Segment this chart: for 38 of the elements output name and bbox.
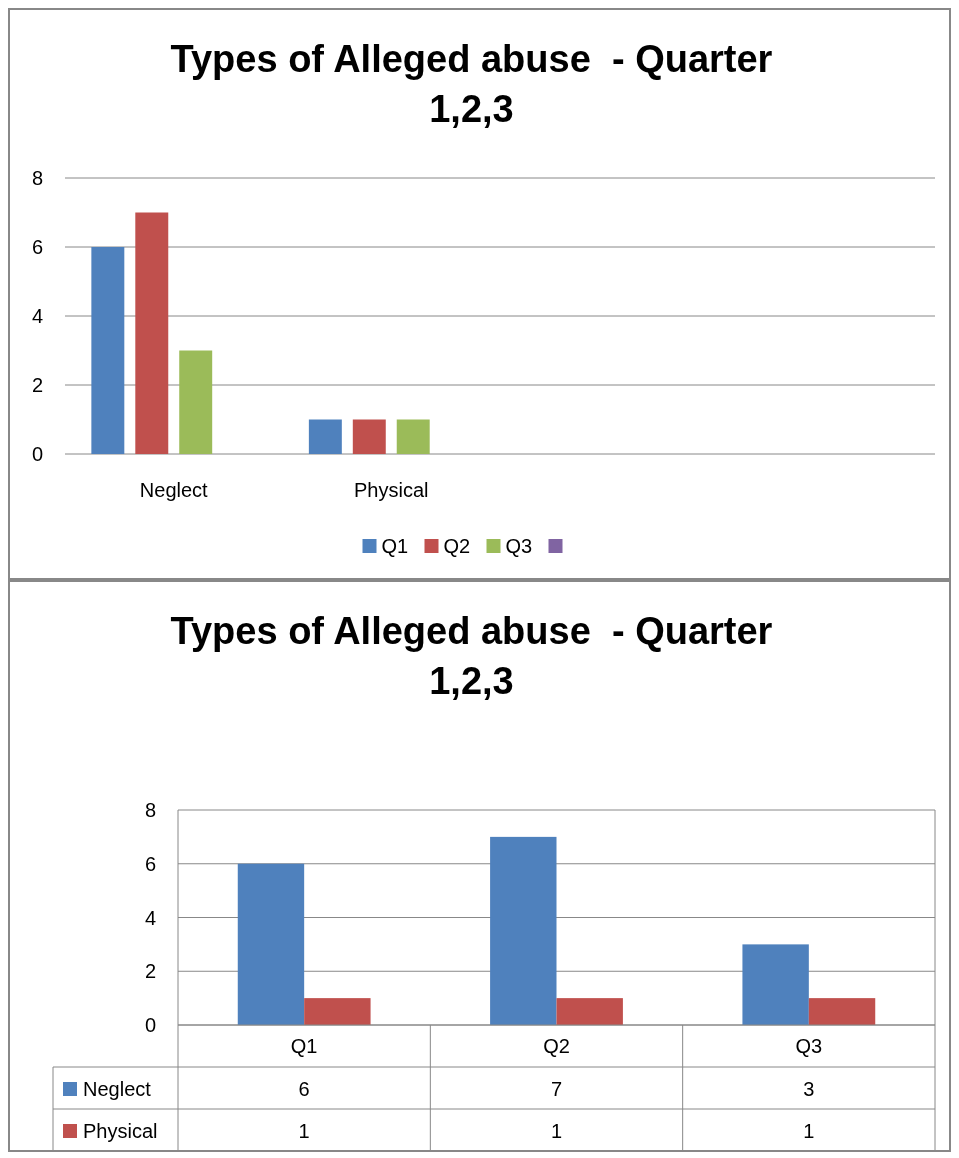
x-tick-label: Q3 xyxy=(795,1035,823,1057)
x-tick-label: Q1 xyxy=(290,1035,318,1057)
chart-title: Types of Alleged abuse - Quarter 1,2,3 xyxy=(170,38,773,130)
chart-title: Types of Alleged abuse - Quarter 1,2,3 xyxy=(170,610,773,702)
legend-label: Neglect xyxy=(83,1078,152,1100)
y-tick-label: 8 xyxy=(144,799,156,821)
y-tick-label: 6 xyxy=(144,852,156,875)
bar xyxy=(179,350,213,454)
y-tick-label: 2 xyxy=(31,374,43,396)
bar xyxy=(304,998,371,1025)
legend-label: Q3 xyxy=(505,535,533,557)
data-label: 1 xyxy=(803,1120,815,1142)
y-tick-label: 2 xyxy=(144,960,156,983)
bar xyxy=(352,419,386,454)
bar xyxy=(490,836,557,1025)
bar xyxy=(308,419,342,454)
bar xyxy=(556,998,623,1025)
data-label: 7 xyxy=(550,1078,563,1100)
y-tick-label: 4 xyxy=(31,305,43,327)
bar xyxy=(135,212,169,454)
data-label: 1 xyxy=(550,1120,563,1142)
legend-label: Q2 xyxy=(443,535,471,557)
y-tick-label: 6 xyxy=(31,236,43,258)
y-tick-label: 0 xyxy=(31,443,43,465)
legend-label: Physical xyxy=(83,1120,158,1142)
bar xyxy=(742,944,809,1025)
y-tick-label: 4 xyxy=(144,906,156,929)
bar xyxy=(237,863,305,1025)
data-label: 6 xyxy=(298,1078,310,1100)
bar xyxy=(91,247,125,454)
x-tick-label: Q2 xyxy=(543,1035,570,1057)
bar xyxy=(808,998,876,1025)
legend-label: Q1 xyxy=(381,535,409,557)
y-tick-label: 0 xyxy=(144,1014,156,1036)
y-tick-label: 8 xyxy=(31,167,43,189)
bar xyxy=(396,419,430,454)
data-label: 1 xyxy=(298,1120,310,1142)
data-label: 3 xyxy=(803,1078,815,1100)
